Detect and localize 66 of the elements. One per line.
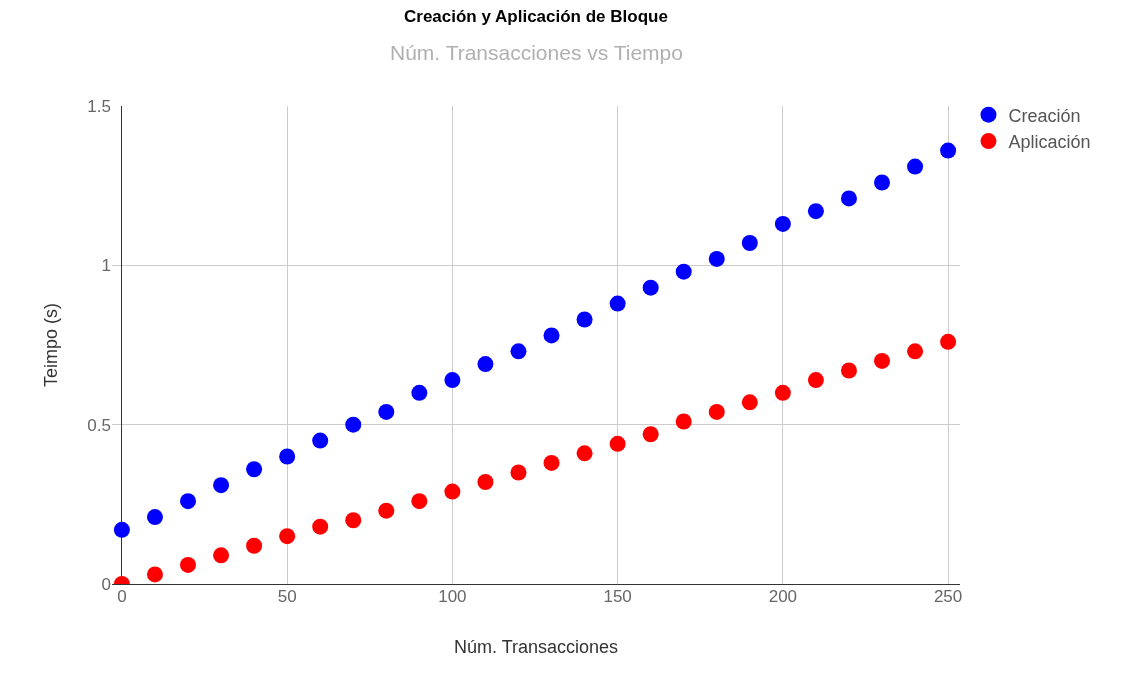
point bbox=[543, 327, 560, 344]
point bbox=[444, 483, 461, 500]
x-tick-label: 100 bbox=[438, 587, 467, 606]
point bbox=[543, 454, 560, 471]
point bbox=[642, 279, 659, 296]
x-tick-label: 0 bbox=[117, 587, 127, 606]
point bbox=[213, 477, 230, 494]
point bbox=[146, 566, 163, 583]
point bbox=[907, 158, 924, 175]
point bbox=[940, 333, 957, 350]
point bbox=[345, 416, 362, 433]
point bbox=[411, 384, 428, 401]
point bbox=[510, 343, 527, 360]
x-tick-label: 200 bbox=[768, 587, 798, 606]
point bbox=[807, 372, 824, 389]
y-tick-label: 1 bbox=[101, 256, 111, 276]
point bbox=[345, 512, 362, 529]
point bbox=[774, 215, 791, 232]
point bbox=[675, 263, 692, 280]
point bbox=[510, 464, 527, 481]
point bbox=[180, 493, 197, 510]
x-tick-label: 50 bbox=[277, 587, 297, 606]
point bbox=[444, 372, 461, 389]
point bbox=[477, 474, 494, 491]
point bbox=[708, 250, 725, 267]
point bbox=[213, 547, 230, 564]
x-axis-title: Núm. Transacciones bbox=[453, 637, 619, 658]
point bbox=[741, 235, 758, 252]
point bbox=[246, 537, 263, 554]
legend-label: Creación bbox=[1008, 105, 1081, 126]
point bbox=[609, 435, 626, 452]
point bbox=[378, 502, 395, 519]
point bbox=[180, 556, 197, 573]
point bbox=[708, 403, 725, 420]
point bbox=[840, 362, 857, 379]
y-tick-label: 0.5 bbox=[87, 415, 111, 435]
legend-label: Aplicación bbox=[1008, 132, 1091, 153]
y-tick-label: 1.5 bbox=[87, 96, 111, 116]
point bbox=[807, 203, 824, 220]
point bbox=[411, 493, 428, 510]
point bbox=[312, 518, 329, 535]
point bbox=[576, 445, 593, 462]
point bbox=[378, 403, 395, 420]
y-axis-title: Teimpo (s) bbox=[40, 302, 61, 388]
point bbox=[477, 356, 494, 373]
point bbox=[940, 142, 957, 159]
x-tick-label: 150 bbox=[603, 587, 632, 606]
point bbox=[874, 174, 891, 191]
point bbox=[146, 509, 163, 526]
point bbox=[246, 461, 263, 478]
x-tick-label: 250 bbox=[933, 587, 963, 606]
point bbox=[609, 295, 626, 312]
chart-title: Creación y Aplicación de Bloque bbox=[404, 7, 668, 26]
point bbox=[907, 343, 924, 360]
point bbox=[279, 448, 296, 465]
point bbox=[840, 190, 857, 207]
chart-subtitle: Núm. Transacciones vs Tiempo bbox=[390, 41, 683, 64]
point bbox=[576, 311, 593, 328]
point bbox=[113, 521, 130, 538]
point bbox=[675, 413, 692, 430]
point bbox=[874, 352, 891, 369]
point bbox=[741, 394, 758, 411]
point bbox=[312, 432, 329, 449]
point bbox=[279, 528, 296, 545]
point bbox=[774, 384, 791, 401]
point bbox=[642, 426, 659, 443]
